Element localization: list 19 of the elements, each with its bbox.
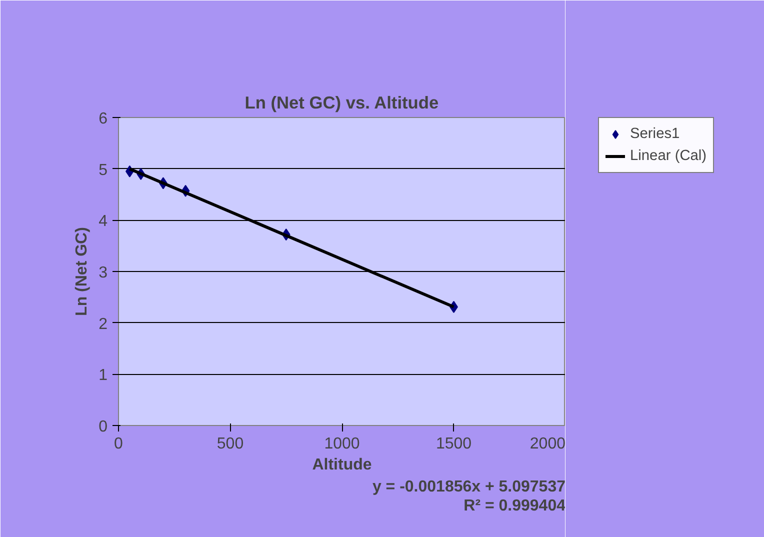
x-axis-title: Altitude: [312, 456, 372, 474]
chart-title: Ln (Net GC) vs. Altitude: [244, 92, 439, 112]
y-tick-label: 5: [98, 162, 108, 179]
text: y = -0.001856x + 5.097537: [372, 478, 566, 496]
legend-label: Linear (Cal): [630, 148, 707, 164]
x-tick-label: 0: [114, 436, 124, 452]
x-tick-label: 1000: [324, 436, 360, 452]
y-tick-label: 0: [98, 418, 108, 436]
x-tick-label: 500: [216, 436, 244, 452]
x-tick-label: 1500: [436, 436, 472, 452]
y-tick-label: 2: [98, 316, 108, 333]
y-tick-label: 6: [98, 110, 108, 128]
y-axis-title: Ln (Net GC): [74, 227, 91, 316]
text: R² = 0.999404: [464, 498, 566, 514]
x-tick-label: 2000: [530, 436, 566, 452]
y-tick-label: 4: [98, 213, 108, 230]
y-tick-label: 3: [98, 264, 108, 282]
y-tick-label: 1: [98, 367, 108, 384]
legend-label: Series1: [630, 126, 680, 142]
